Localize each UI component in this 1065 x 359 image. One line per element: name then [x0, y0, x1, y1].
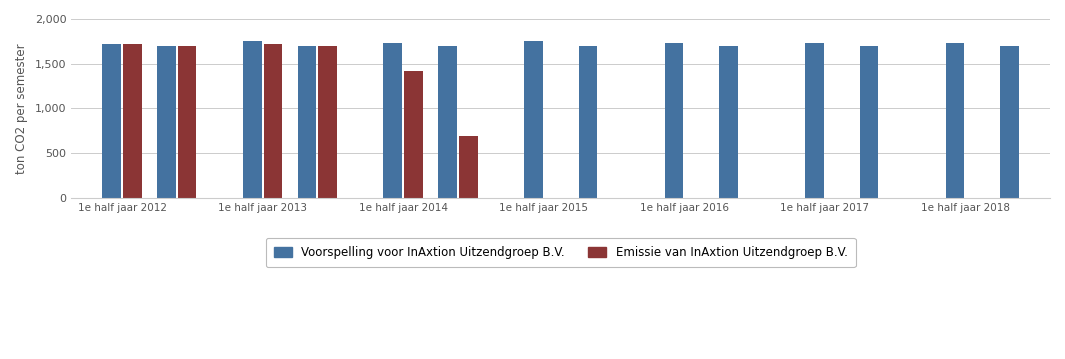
- Bar: [859, 46, 879, 198]
- Bar: [719, 46, 738, 198]
- Bar: [805, 43, 823, 198]
- Legend: Voorspelling voor InAxtion Uitzendgroep B.V., Emissie van InAxtion Uitzendgroep : Voorspelling voor InAxtion Uitzendgroep …: [266, 238, 855, 267]
- Bar: [439, 46, 457, 198]
- Bar: [124, 43, 142, 198]
- Bar: [524, 41, 543, 198]
- Y-axis label: ton CO2 per semester: ton CO2 per semester: [15, 43, 28, 174]
- Bar: [665, 43, 683, 198]
- Bar: [178, 46, 196, 198]
- Bar: [158, 46, 176, 198]
- Bar: [102, 43, 121, 198]
- Bar: [459, 136, 477, 198]
- Bar: [243, 41, 262, 198]
- Bar: [578, 46, 597, 198]
- Bar: [383, 43, 403, 198]
- Bar: [1000, 46, 1019, 198]
- Bar: [946, 43, 964, 198]
- Bar: [318, 46, 337, 198]
- Bar: [298, 46, 316, 198]
- Bar: [264, 43, 282, 198]
- Bar: [404, 71, 423, 198]
